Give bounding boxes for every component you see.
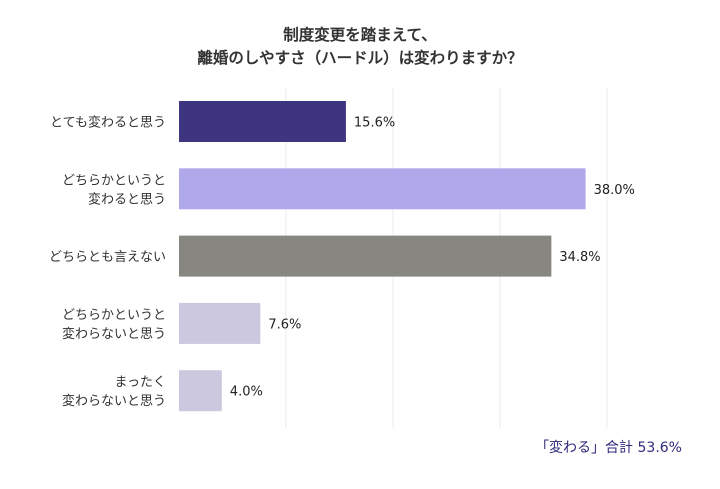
category-label: どちらとも言えない xyxy=(49,250,166,265)
value-label: 7.6% xyxy=(268,317,301,332)
bar xyxy=(179,168,586,210)
chart-title: 制度変更を踏まえて、 離婚のしやすさ（ハードル）は変わりますか？ xyxy=(0,24,720,70)
value-label: 34.8% xyxy=(559,250,600,265)
category-label: 変わると思う xyxy=(88,191,166,207)
category-label: どちらかというと xyxy=(62,173,166,188)
bar xyxy=(179,235,552,277)
value-label: 4.0% xyxy=(230,385,263,400)
value-label: 15.6% xyxy=(354,116,395,131)
category-label: まったく xyxy=(115,375,166,390)
value-label: 38.0% xyxy=(594,183,635,198)
category-label: どちらかというと xyxy=(62,308,166,323)
bar xyxy=(179,302,261,344)
category-label: 変わらないと思う xyxy=(62,326,166,342)
chart-title-line-2: 離婚のしやすさ（ハードル）は変わりますか？ xyxy=(197,49,523,67)
bar xyxy=(179,101,346,142)
bar xyxy=(179,370,222,412)
category-label: とても変わると思う xyxy=(50,115,166,131)
total-change-summary: 「変わる」合計 53.6% xyxy=(535,440,682,456)
category-label: 変わらないと思う xyxy=(62,393,166,409)
chart-title-line-1: 制度変更を踏まえて、 xyxy=(283,26,437,44)
